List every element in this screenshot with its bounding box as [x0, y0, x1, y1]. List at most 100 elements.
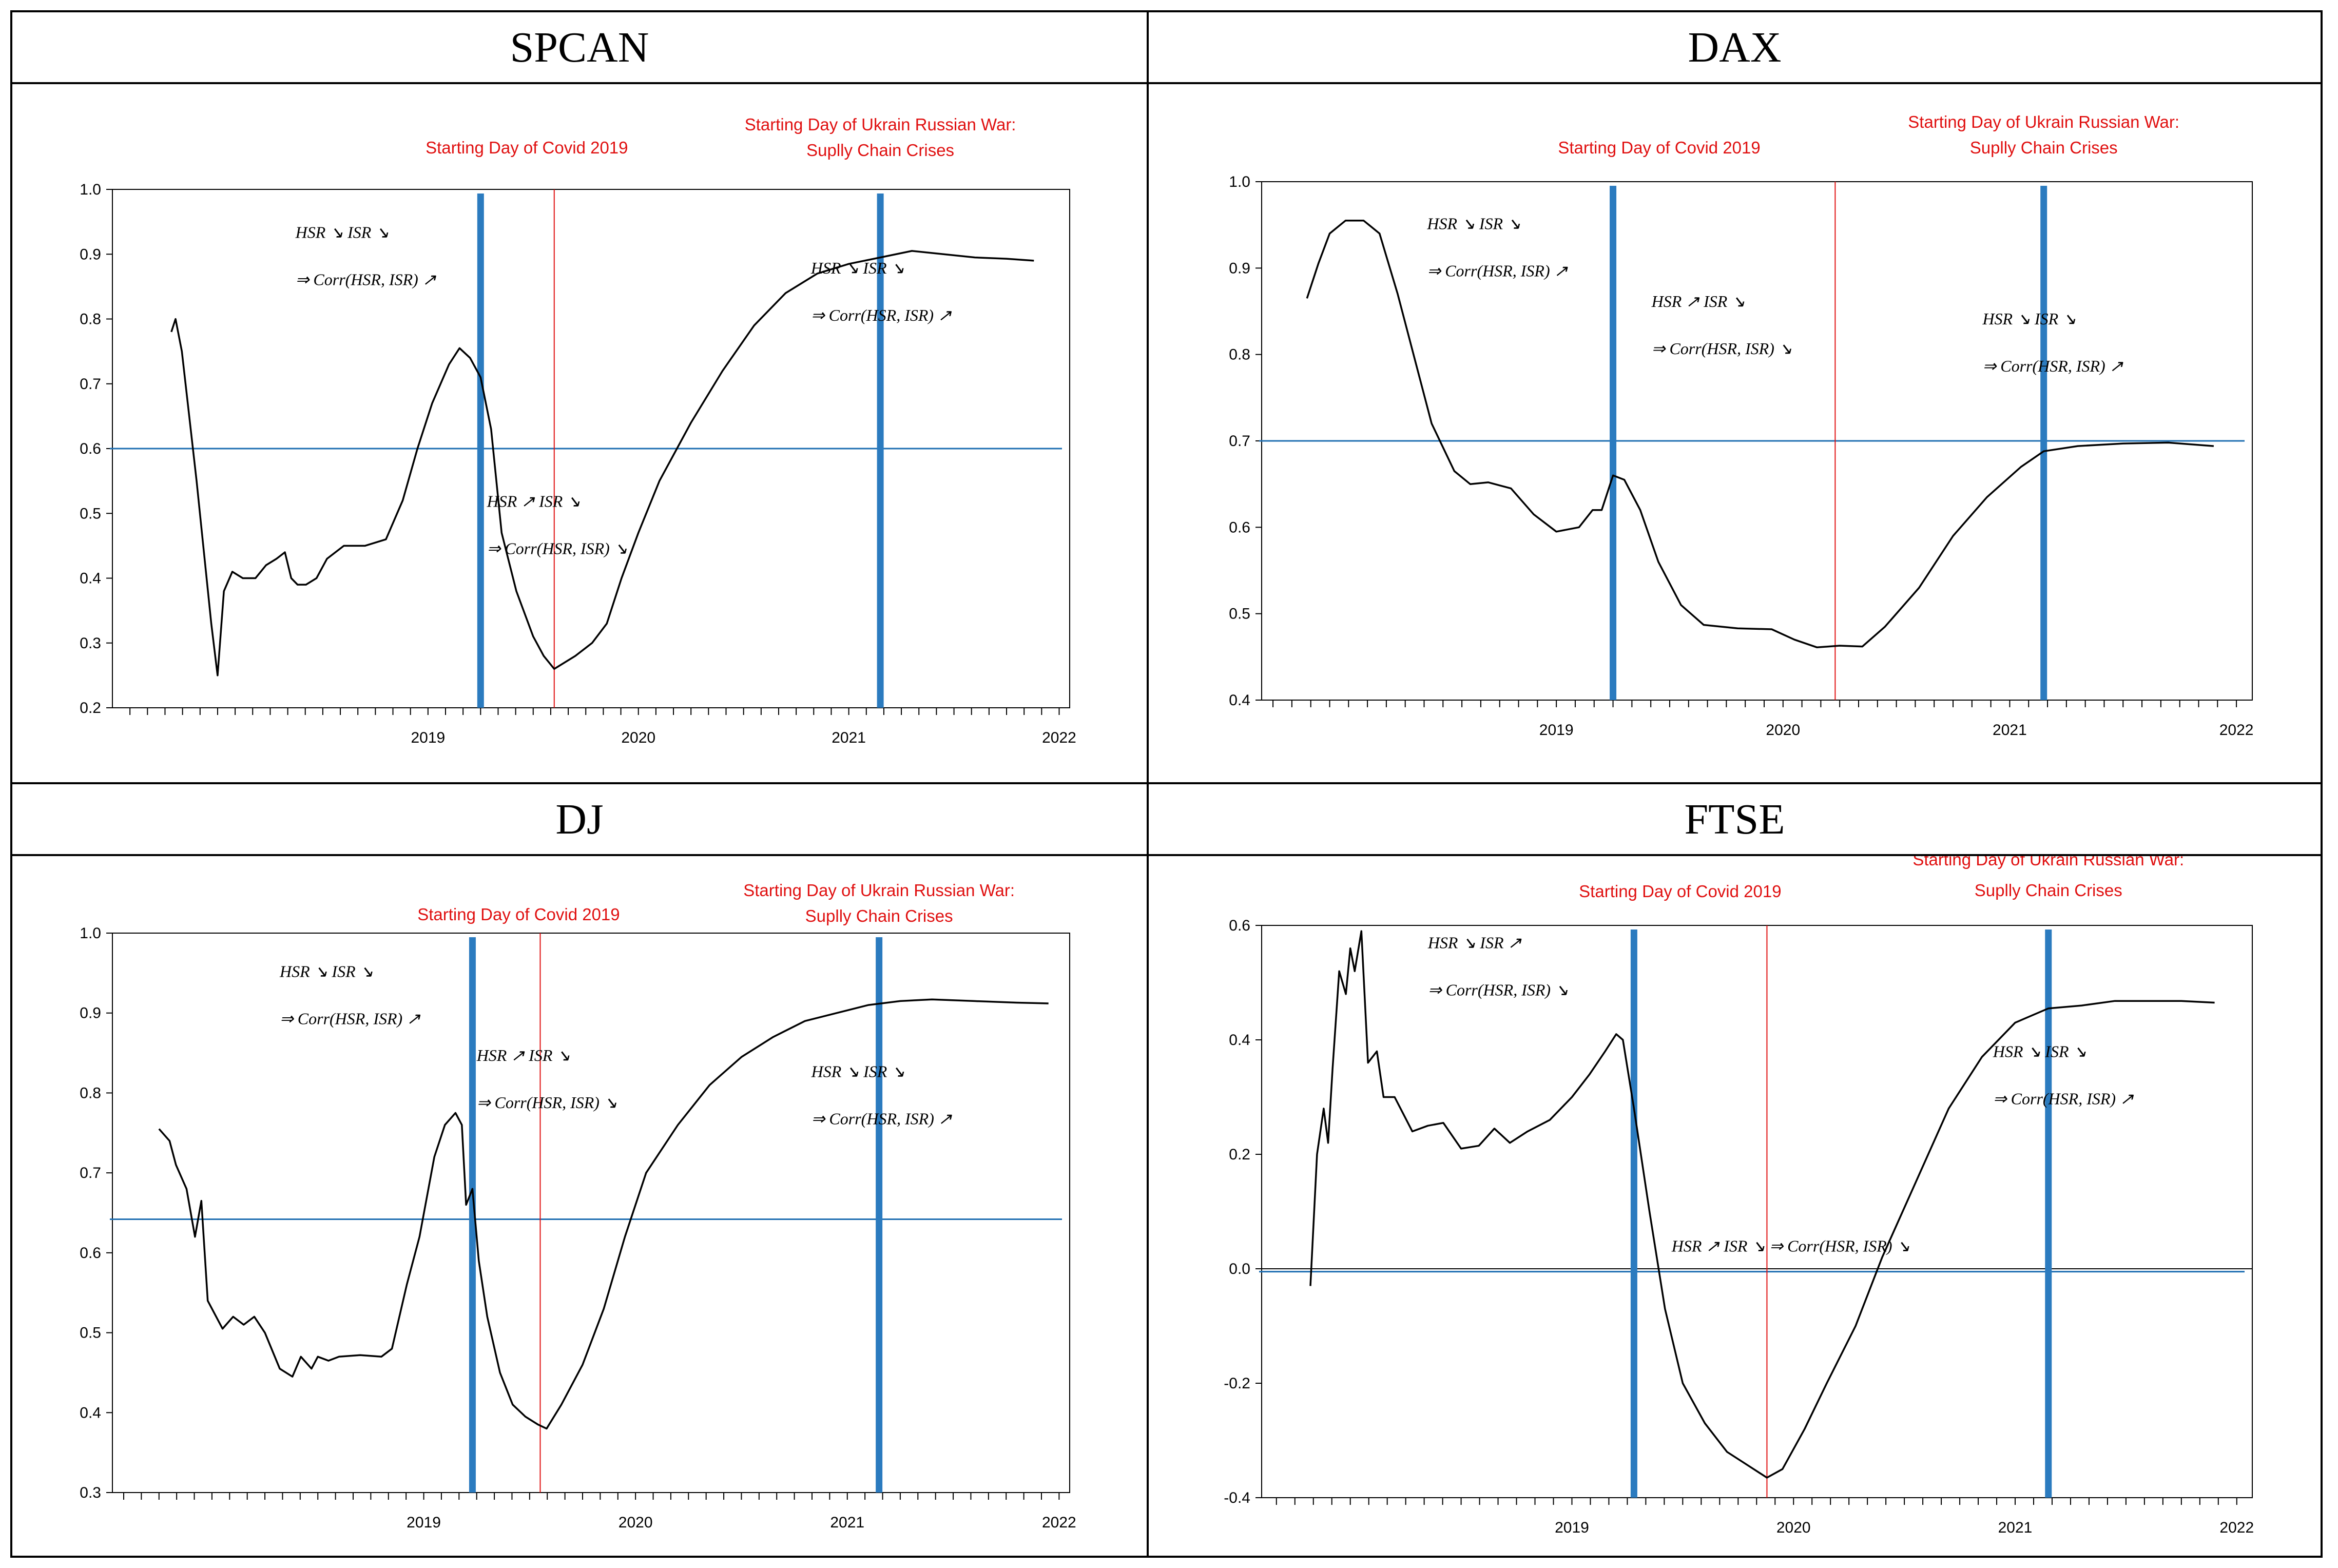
- x-tick-label: 2020: [1766, 722, 1800, 739]
- panel-title: FTSE: [1149, 784, 2321, 856]
- x-tick-label: 2019: [1539, 722, 1574, 739]
- chart-area: 0.3 0.4 0.5 0.6 0.7 0.8 0.9 1.0 2019 2020 2021 2022…: [12, 856, 1147, 1556]
- y-tick-label: 1.0: [1229, 173, 1250, 190]
- panel-dj: DJ 0.3 0.4 0.5 0.6 0.7 0.8 0.9 1.0 2019 2020 2021 2…: [12, 784, 1147, 1556]
- covid-event-label: Starting Day of Covid 2019: [417, 905, 620, 924]
- grid-horizontal-divider: [12, 782, 2321, 784]
- x-tick-label: 2019: [407, 1514, 441, 1531]
- plot-frame: [1261, 925, 2253, 1498]
- line-chart-dj: 0.3 0.4 0.5 0.6 0.7 0.8 0.9 1.0 2019 2020 2021 2022…: [80, 881, 1076, 1531]
- annotation-text: HSR ↘ ISR ↘: [811, 1062, 905, 1080]
- y-tick-label: 0.4: [80, 570, 101, 587]
- war-event-label: Suplly Chain Crises: [1975, 881, 2122, 900]
- y-tick-label: 0.5: [80, 1325, 101, 1342]
- annotation-text: ⇒ Corr(HSR, ISR) ↘: [477, 1093, 617, 1112]
- y-tick-label: 0.8: [80, 311, 101, 328]
- y-tick-label: 0.8: [80, 1085, 101, 1101]
- panel-dax: DAX 0.4 0.5 0.6 0.7 0.8 0.9 1.0 2019 2020 2021 202…: [1149, 12, 2321, 782]
- plot-frame: [112, 933, 1070, 1493]
- y-tick-label: 1.0: [80, 925, 101, 942]
- y-tick-label: 0.5: [80, 505, 101, 522]
- y-tick-label: 0.4: [1229, 692, 1250, 709]
- annotation-text: HSR ↘ ISR ↘: [1993, 1042, 2086, 1060]
- annotation-text: ⇒ Corr(HSR, ISR) ↘: [1652, 339, 1792, 358]
- y-tick-label: 0.5: [1229, 606, 1250, 623]
- y-tick-label: 0.4: [80, 1404, 101, 1421]
- y-tick-label: 0.2: [1229, 1146, 1250, 1163]
- x-tick-label: 2021: [1998, 1519, 2033, 1536]
- chart-area: 0.4 0.5 0.6 0.7 0.8 0.9 1.0 2019 2020 2021 2022 Sta…: [1149, 84, 2321, 782]
- annotation-text: HSR ↘ ISR ↘: [810, 259, 904, 277]
- covid-event-label: Starting Day of Covid 2019: [426, 138, 628, 157]
- x-tick-label: 2022: [2219, 722, 2254, 739]
- chart-area: -0.4 -0.2 0.0 0.2 0.4 0.6 2019 2020 2021 2022 Star…: [1149, 856, 2321, 1556]
- correlation-curve: [158, 998, 1049, 1430]
- x-tick-label: 2021: [832, 729, 866, 746]
- y-tick-label: 0.7: [1229, 433, 1250, 450]
- y-tick-label: -0.4: [1224, 1489, 1250, 1506]
- annotation-text: HSR ↘ ISR ↘: [279, 962, 373, 981]
- annotation-text: HSR ↗ ISR ↘: [476, 1046, 570, 1064]
- panel-title: DAX: [1149, 12, 2321, 84]
- annotation-text: HSR ↗ ISR ↘ ⇒ Corr(HSR, ISR) ↘: [1671, 1237, 1910, 1255]
- war-event-label: Suplly Chain Crises: [1970, 138, 2118, 157]
- annotation-text: ⇒ Corr(HSR, ISR) ↗: [1982, 357, 2123, 375]
- y-tick-label: 0.6: [80, 1245, 101, 1262]
- annotation-text: ⇒ Corr(HSR, ISR) ↘: [487, 539, 628, 558]
- y-tick-label: 0.6: [1229, 917, 1250, 934]
- y-tick-label: 0.3: [80, 1484, 101, 1501]
- annotation-text: HSR ↘ ISR ↘: [1426, 215, 1520, 233]
- line-chart-spcan: 0.2 0.3 0.4 0.5 0.6 0.7 0.8 0.9 1.0 2019 2020 2021 2…: [80, 115, 1076, 746]
- y-tick-label: 0.3: [80, 635, 101, 652]
- x-tick-label: 2020: [619, 1514, 653, 1531]
- y-tick-label: 0.9: [80, 246, 101, 263]
- x-tick-label: 2021: [830, 1514, 864, 1531]
- x-tick-label: 2021: [1993, 722, 2027, 739]
- annotation-text: HSR ↘ ISR ↗: [1427, 934, 1522, 952]
- y-tick-label: 1.0: [80, 181, 101, 198]
- y-tick-label: 0.7: [80, 376, 101, 393]
- war-event-label: Starting Day of Ukrain Russian War:: [745, 115, 1016, 134]
- covid-event-label: Starting Day of Covid 2019: [1558, 138, 1760, 157]
- annotation-text: ⇒ Corr(HSR, ISR) ↘: [1428, 981, 1569, 999]
- war-event-label: Suplly Chain Crises: [805, 906, 953, 925]
- y-tick-label: -0.2: [1224, 1375, 1250, 1392]
- y-tick-label: 0.9: [80, 1005, 101, 1022]
- annotation-text: ⇒ Corr(HSR, ISR) ↗: [296, 270, 436, 289]
- annotation-text: ⇒ Corr(HSR, ISR) ↗: [1993, 1089, 2134, 1108]
- y-tick-label: 0.6: [80, 440, 101, 457]
- panel-title: SPCAN: [12, 12, 1147, 84]
- correlation-curve: [170, 250, 1034, 676]
- war-event-label: Starting Day of Ukrain Russian War:: [1908, 112, 2179, 131]
- annotation-text: HSR ↘ ISR ↘: [1982, 309, 2076, 328]
- line-chart-ftse: -0.4 -0.2 0.0 0.2 0.4 0.6 2019 2020 2021 2022 Star…: [1224, 856, 2254, 1536]
- y-tick-label: 0.7: [80, 1165, 101, 1182]
- correlation-curve: [1306, 220, 2214, 649]
- annotation-text: HSR ↗ ISR ↘: [1651, 292, 1745, 311]
- annotation-text: ⇒ Corr(HSR, ISR) ↗: [811, 1109, 952, 1128]
- annotation-text: ⇒ Corr(HSR, ISR) ↗: [1427, 262, 1568, 280]
- y-tick-label: 0.4: [1229, 1032, 1250, 1049]
- x-tick-label: 2020: [1776, 1519, 1811, 1536]
- y-tick-label: 0.8: [1229, 346, 1250, 363]
- x-tick-label: 2022: [2219, 1519, 2254, 1536]
- war-event-label: Starting Day of Ukrain Russian War:: [743, 881, 1015, 900]
- chart-grid: SPCAN 0.2 0.3 0.4 0.5 0.6 0.7 0.8 0.9 1.0 2019 202…: [10, 10, 2323, 1558]
- annotation-text: ⇒ Corr(HSR, ISR) ↗: [280, 1010, 420, 1028]
- panel-title: DJ: [12, 784, 1147, 856]
- x-tick-label: 2022: [1042, 1514, 1076, 1531]
- y-tick-label: 0.6: [1229, 519, 1250, 536]
- annotation-text: HSR ↘ ISR ↘: [295, 223, 389, 242]
- annotation-text: ⇒ Corr(HSR, ISR) ↗: [811, 306, 952, 324]
- y-tick-label: 0.2: [80, 700, 101, 717]
- covid-event-label: Starting Day of Covid 2019: [1579, 882, 1781, 901]
- correlation-curve: [1309, 930, 2215, 1479]
- chart-area: 0.2 0.3 0.4 0.5 0.6 0.7 0.8 0.9 1.0 2019 2020 2021 2…: [12, 84, 1147, 782]
- war-event-label: Suplly Chain Crises: [806, 141, 954, 160]
- annotation-text: HSR ↗ ISR ↘: [487, 492, 581, 511]
- x-tick-label: 2022: [1042, 729, 1076, 746]
- x-tick-label: 2019: [1555, 1519, 1589, 1536]
- y-tick-label: 0.9: [1229, 260, 1250, 277]
- y-tick-label: 0.0: [1229, 1261, 1250, 1277]
- panel-ftse: FTSE -0.4 -0.2 0.0 0.2 0.4 0.6 2019 2020 2021 202…: [1149, 784, 2321, 1556]
